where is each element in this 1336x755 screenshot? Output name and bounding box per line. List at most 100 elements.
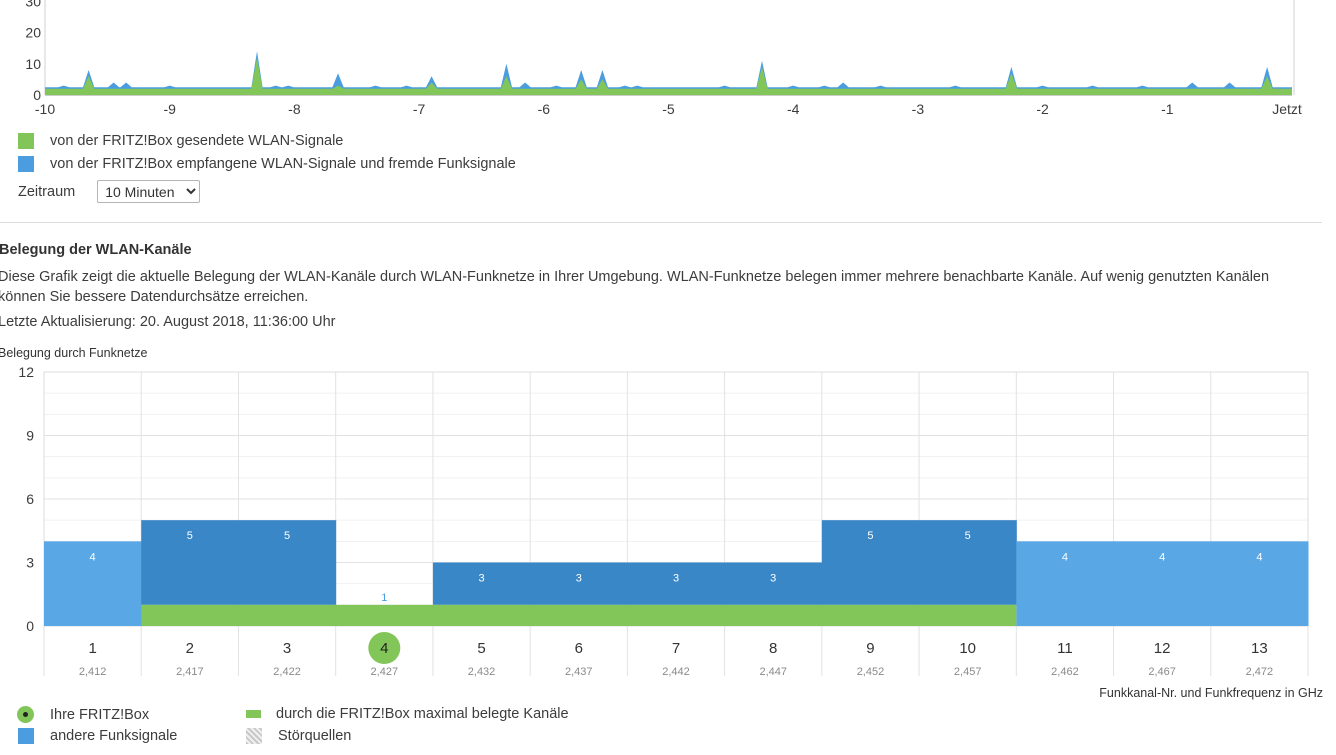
channel-frequency-label: 2,422 <box>273 666 301 678</box>
area-y-tick-label: 30 <box>25 0 41 9</box>
bar-channel-2 <box>141 520 239 605</box>
bar-value-label: 4 <box>1159 551 1165 563</box>
bar-channel-13 <box>1210 541 1309 626</box>
channel-number-label: 2 <box>186 640 194 657</box>
channel-number-label: 5 <box>477 640 485 657</box>
zeitraum-row: Zeitraum 10 Minuten <box>18 180 201 203</box>
legend-received-swatch <box>18 156 34 172</box>
channel-number-label: 7 <box>672 640 680 657</box>
channel-frequency-label: 2,427 <box>371 666 399 678</box>
bar-channel-6 <box>530 562 628 605</box>
bar-y-tick-label: 9 <box>26 428 34 444</box>
section-description: Diese Grafik zeigt die aktuelle Belegung… <box>0 269 1270 305</box>
area-x-tick-label: -1 <box>1161 101 1174 117</box>
channel-frequency-label: 2,467 <box>1148 666 1176 678</box>
legend-other-signals: andere Funksignale <box>18 728 177 744</box>
channel-frequency-label: 2,412 <box>79 666 107 678</box>
bar-value-label: 1 <box>381 592 387 604</box>
bar-value-label: 3 <box>478 573 484 585</box>
channel-number-label: 12 <box>1154 640 1171 657</box>
own-channel-marker <box>368 632 401 664</box>
bar-channel-1 <box>44 541 142 626</box>
channel-frequency-label: 2,472 <box>1246 666 1274 678</box>
bar-value-label: 5 <box>867 530 873 542</box>
channel-frequency-label: 2,447 <box>759 666 787 678</box>
bar-value-label: 3 <box>770 573 776 585</box>
channel-number-label: 4 <box>380 640 388 657</box>
legend-own-box: Ihre FRITZ!Box <box>17 706 149 723</box>
max-channels-swatch <box>246 710 261 718</box>
bar-value-label: 4 <box>90 551 96 563</box>
bar-value-label: 4 <box>1256 551 1262 563</box>
channel-frequency-label: 2,452 <box>857 666 885 678</box>
bar-value-label: 5 <box>284 530 290 542</box>
channel-frequency-label: 2,462 <box>1051 666 1079 678</box>
area-x-tick-label: -7 <box>413 101 426 117</box>
channel-frequency-label: 2,442 <box>662 666 690 678</box>
channel-number-label: 1 <box>88 640 96 657</box>
channel-bar-chart: 4 5 5 1 3 3 3 3 5 5 4 4 4 0 3 6 9 12 1 2,412 2 2,417 3 2,422 4… <box>18 364 1309 678</box>
area-x-tick-label: -3 <box>912 101 925 117</box>
bar-value-label: 4 <box>1062 551 1068 563</box>
channel-number-label: 11 <box>1057 640 1073 657</box>
own-channels-band <box>141 604 1017 626</box>
section-heading: Belegung der WLAN-Kanäle <box>0 242 192 258</box>
bar-channel-10 <box>919 520 1017 605</box>
last-update: Letzte Aktualisierung: 20. August 2018, … <box>0 314 336 330</box>
legend-max-channels: durch die FRITZ!Box maximal belegte Kanä… <box>246 706 569 722</box>
legend-sent: von der FRITZ!Box gesendete WLAN-Signale <box>18 133 343 149</box>
bar-channel-8 <box>724 562 823 605</box>
channel-frequency-label: 2,432 <box>468 666 496 678</box>
bar-y-tick-label: 3 <box>26 555 34 571</box>
area-x-tick-label: -5 <box>662 101 675 117</box>
bar-channel-12 <box>1113 541 1212 626</box>
area-y-tick-label: 10 <box>25 56 41 72</box>
other-signals-swatch <box>18 728 34 744</box>
legend-max-channels-label: durch die FRITZ!Box maximal belegte Kanä… <box>276 706 569 722</box>
channel-number-label: 8 <box>769 640 777 657</box>
legend-received: von der FRITZ!Box empfangene WLAN-Signal… <box>18 156 516 172</box>
own-box-dot-icon <box>17 706 34 723</box>
channel-chart-xlabel: Funkkanal-Nr. und Funkfrequenz in GHz <box>1099 686 1323 700</box>
legend-other-signals-label: andere Funksignale <box>50 728 178 744</box>
legend-interference: Störquellen <box>246 728 351 744</box>
bar-channel-5 <box>432 562 531 605</box>
area-y-tick-label: 20 <box>25 25 41 41</box>
channel-number-label: 10 <box>959 640 976 657</box>
bar-y-tick-label: 12 <box>18 364 34 380</box>
area-y-tick-label: 0 <box>33 87 41 103</box>
legend-received-label: von der FRITZ!Box empfangene WLAN-Signal… <box>50 156 516 172</box>
bar-value-label: 5 <box>965 530 971 542</box>
channel-chart-title: Belegung durch Funknetze <box>0 346 148 360</box>
area-x-tick-label: -8 <box>288 101 301 117</box>
area-x-tick-label: -2 <box>1036 101 1049 117</box>
bar-channel-11 <box>1016 541 1115 626</box>
zeitraum-select[interactable]: 10 Minuten <box>97 180 201 203</box>
bar-channel-3 <box>238 520 337 605</box>
area-x-tick-label: -10 <box>35 101 55 117</box>
area-x-tick-label: -4 <box>787 101 800 117</box>
bar-value-label: 3 <box>673 573 679 585</box>
bar-y-tick-label: 0 <box>26 618 34 634</box>
legend-sent-swatch <box>18 133 34 149</box>
legend-interference-label: Störquellen <box>278 728 352 744</box>
legend-sent-label: von der FRITZ!Box gesendete WLAN-Signale <box>50 133 344 149</box>
area-x-tick-label: Jetzt <box>1272 101 1302 117</box>
channel-number-label: 3 <box>283 640 291 657</box>
area-series-sent <box>45 57 1292 95</box>
bar-channel-9 <box>821 520 920 605</box>
bar-y-tick-label: 6 <box>26 491 34 507</box>
bar-value-label: 5 <box>187 530 193 542</box>
bar-value-label: 3 <box>576 573 582 585</box>
channel-number-label: 9 <box>866 640 874 657</box>
channel-frequency-label: 2,457 <box>954 666 982 678</box>
channel-frequency-label: 2,417 <box>176 666 204 678</box>
area-x-tick-label: -6 <box>538 101 551 117</box>
area-series-received <box>45 51 1292 95</box>
legend-own-box-label: Ihre FRITZ!Box <box>50 706 150 723</box>
interference-swatch <box>246 728 262 744</box>
signal-area-chart: 0 10 20 30 -10 -9 -8 -7 -6 -5 -4 -3 -2 -1 Jetzt <box>25 0 1302 117</box>
zeitraum-label: Zeitraum <box>18 183 76 200</box>
channel-number-label: 6 <box>575 640 583 657</box>
